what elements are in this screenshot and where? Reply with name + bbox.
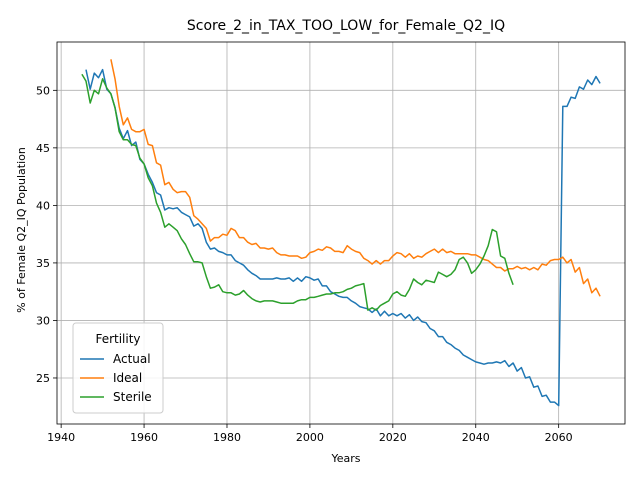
y-tick-label: 35 [36,257,50,270]
x-tick-label: 2060 [545,431,573,444]
legend-title: Fertility [95,332,140,346]
legend-box [72,322,164,414]
chart-title: Score_2_in_TAX_TOO_LOW_for_Female_Q2_IQ [187,18,505,34]
y-axis-ticks: 25 30 35 40 45 50 [36,84,57,385]
axes [56,41,626,425]
legend-label-actual: Actual [113,352,151,366]
x-tick-label: 1940 [47,431,75,444]
x-axis-label: Years [330,452,360,465]
y-tick-label: 45 [36,142,50,155]
plot-frame [56,41,626,425]
x-tick-label: 2040 [462,431,490,444]
legend-label-sterile: Sterile [113,390,152,404]
x-tick-label: 2020 [379,431,407,444]
series-line-ideal [110,59,601,297]
x-tick-label: 2000 [296,431,324,444]
series-line-sterile [81,73,514,311]
y-tick-label: 30 [36,314,50,327]
y-tick-label: 40 [36,199,50,212]
y-axis-label: % of Female Q2_IQ Population [15,147,28,313]
legend-entries: Actual Ideal Sterile [80,352,152,404]
series-line-actual [85,68,601,407]
legend: Fertility Actual Ideal Sterile [72,322,164,414]
series-lines [81,59,601,407]
x-axis-ticks: 1940 1960 1980 2000 2020 2040 2060 [47,424,573,444]
x-tick-label: 1980 [213,431,241,444]
y-tick-label: 50 [36,84,50,97]
legend-label-ideal: Ideal [113,371,142,385]
x-tick-label: 1960 [130,431,158,444]
y-tick-label: 25 [36,372,50,385]
